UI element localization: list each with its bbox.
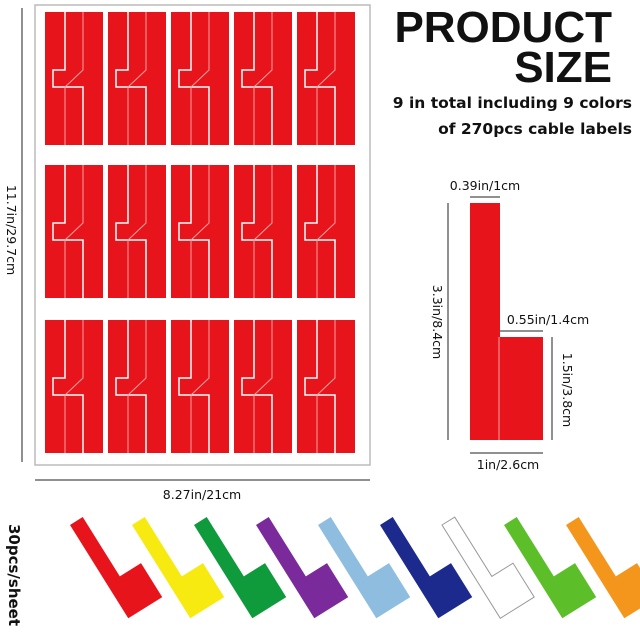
dimension-label: 0.55in/1.4cm xyxy=(507,312,589,327)
title: PRODUCT xyxy=(394,3,612,52)
title: SIZE xyxy=(514,43,612,92)
label-shape xyxy=(70,517,163,619)
label-shape xyxy=(132,517,225,619)
sheet-labels xyxy=(45,12,355,453)
cut-line xyxy=(52,320,84,453)
cut-line xyxy=(127,12,147,88)
label-shape xyxy=(441,516,535,619)
cut-line xyxy=(304,12,336,145)
cut-line xyxy=(127,320,147,396)
color-sample xyxy=(380,517,473,619)
cut-line xyxy=(316,165,336,241)
cut-line xyxy=(241,12,273,145)
label-shape xyxy=(566,517,640,619)
label-shape xyxy=(318,517,411,619)
cut-line xyxy=(52,12,84,145)
cut-line xyxy=(127,165,147,241)
label-shape xyxy=(256,517,349,619)
cut-line xyxy=(304,320,336,453)
cut-line xyxy=(316,12,336,88)
cut-line xyxy=(178,320,210,453)
color-sample xyxy=(318,517,411,619)
cut-line xyxy=(115,165,147,298)
subtitle: of 270pcs cable labels xyxy=(438,120,632,138)
dimension-label: 3.3in/8.4cm xyxy=(430,285,445,359)
label-shape xyxy=(194,517,287,619)
cut-line xyxy=(253,12,273,88)
dimension-label: 8.27in/21cm xyxy=(163,487,241,502)
color-sample xyxy=(566,517,640,619)
cut-line xyxy=(253,320,273,396)
cut-line xyxy=(241,320,273,453)
cut-line xyxy=(178,12,210,145)
dimension-label: 11.7in/29.7cm xyxy=(4,185,19,275)
cut-line xyxy=(64,165,84,241)
sheet-count: 30pcs/sheet xyxy=(5,524,23,626)
cut-line xyxy=(253,165,273,241)
color-sample xyxy=(194,517,287,619)
dimension-label: 1.5in/3.8cm xyxy=(560,353,575,427)
color-sample xyxy=(441,516,535,619)
cut-line xyxy=(190,12,210,88)
cut-line xyxy=(241,165,273,298)
cut-line xyxy=(115,320,147,453)
cut-line xyxy=(316,320,336,396)
cut-line xyxy=(115,12,147,145)
label-shape xyxy=(504,517,597,619)
color-sample xyxy=(504,517,597,619)
cut-line xyxy=(304,165,336,298)
label-shape xyxy=(380,517,473,619)
cut-line xyxy=(190,165,210,241)
color-samples xyxy=(70,516,640,619)
color-sample xyxy=(256,517,349,619)
cut-line xyxy=(64,12,84,88)
label-diagram xyxy=(447,196,553,454)
color-sample xyxy=(70,517,163,619)
color-sample xyxy=(132,517,225,619)
cut-line xyxy=(190,320,210,396)
dimension-label: 0.39in/1cm xyxy=(450,178,520,193)
dimension-label: 1in/2.6cm xyxy=(477,457,540,472)
cut-line xyxy=(178,165,210,298)
cut-line xyxy=(52,165,84,298)
subtitle: 9 in total including 9 colors xyxy=(393,94,632,112)
cut-line xyxy=(64,320,84,396)
